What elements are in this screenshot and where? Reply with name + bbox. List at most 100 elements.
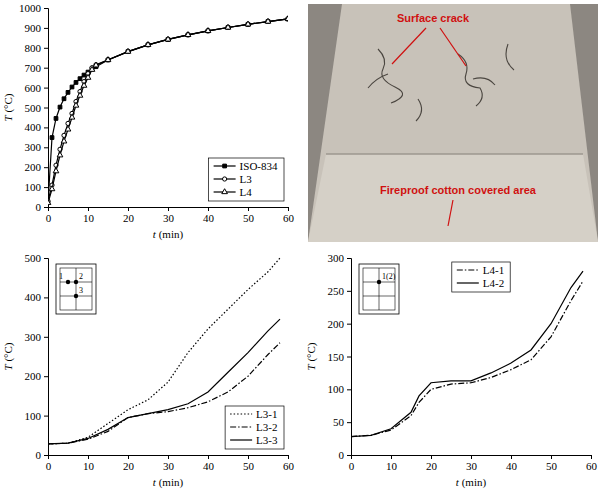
tick-label: 1000 — [19, 2, 42, 14]
legend: L3-1L3-2L3-3 — [225, 406, 284, 449]
tick: 0 — [46, 455, 52, 472]
tick-mark — [44, 147, 48, 148]
photo: Surface crackFireproof cotton covered ar… — [308, 4, 598, 242]
tick: 300 — [328, 252, 352, 264]
photo-crack — [416, 99, 422, 121]
marker — [53, 168, 59, 173]
legend: ISO-834L3L4 — [209, 158, 284, 201]
y-axis: 0100200300400500 — [25, 252, 49, 461]
legend-label: ISO-834 — [240, 160, 278, 172]
tick-mark — [347, 324, 351, 325]
tick: 500 — [25, 252, 49, 264]
tick: 300 — [25, 331, 49, 343]
legend-marker — [223, 177, 227, 181]
tick: 600 — [25, 82, 49, 94]
tick-label: 40 — [203, 460, 215, 472]
tick-mark — [44, 127, 48, 128]
tick-label: 300 — [25, 141, 42, 153]
tick-label: 60 — [283, 460, 295, 472]
inset-frame — [359, 264, 399, 314]
tick: 50 — [333, 416, 351, 428]
tick: 50 — [243, 455, 255, 472]
axis-line — [44, 9, 49, 208]
tick-label: 250 — [328, 285, 345, 297]
tick-mark — [471, 455, 472, 459]
tick-mark — [168, 455, 169, 459]
x-axis: 0102030405060 — [46, 455, 295, 472]
chart-panel: 01020304050600100200300400500t (min)T (°… — [2, 252, 295, 489]
tick-label: 400 — [25, 291, 42, 303]
tick: 1000 — [19, 2, 48, 14]
photo-label: Surface crack — [397, 12, 470, 24]
marker — [62, 97, 66, 101]
marker — [145, 42, 151, 47]
marker — [54, 117, 58, 121]
marker — [61, 138, 67, 143]
tick-mark — [391, 455, 392, 459]
tick-mark — [44, 258, 48, 259]
tick-mark — [128, 207, 129, 211]
tick-mark — [288, 207, 289, 211]
tick-mark — [44, 187, 48, 188]
tick-mark — [44, 48, 48, 49]
tick: 0 — [36, 449, 49, 461]
tick-label: 40 — [203, 212, 215, 224]
tick-mark — [44, 207, 48, 208]
tick-label: 30 — [163, 212, 175, 224]
marker — [74, 81, 78, 85]
tick-label: 30 — [466, 460, 478, 472]
tick: 100 — [25, 410, 49, 422]
tick-mark — [551, 455, 552, 459]
photo-crack — [473, 78, 495, 85]
marker — [105, 57, 111, 62]
y-axis: 050100150200250300 — [328, 252, 352, 461]
photo-crack — [506, 44, 514, 70]
tick-mark — [248, 207, 249, 211]
tick-label: 10 — [386, 460, 398, 472]
marker — [69, 114, 75, 119]
legend-box — [209, 158, 284, 201]
tick: 50 — [243, 207, 255, 224]
tick-label: 200 — [25, 161, 42, 173]
inset-point — [377, 280, 381, 284]
inset-label: 1 — [59, 272, 63, 281]
legend-label: L3-2 — [256, 421, 277, 433]
axis-line — [44, 259, 49, 456]
tick-mark — [44, 416, 48, 417]
photo-slab — [308, 4, 598, 242]
photo-arrow — [392, 28, 426, 64]
tick: 30 — [466, 455, 478, 472]
marker — [185, 32, 191, 37]
marker — [225, 24, 231, 29]
tick-mark — [44, 68, 48, 69]
tick-label: 600 — [25, 82, 42, 94]
tick: 20 — [426, 455, 438, 472]
tick: 60 — [283, 455, 295, 472]
inset-inner — [60, 268, 92, 310]
photo-edge — [326, 153, 583, 155]
legend-swatch — [230, 439, 252, 440]
tick-label: 400 — [25, 121, 42, 133]
marker — [90, 67, 94, 71]
tick: 400 — [25, 291, 49, 303]
tick-label: 50 — [243, 460, 255, 472]
tick: 0 — [46, 207, 52, 224]
marker — [65, 126, 71, 131]
plot-area — [351, 271, 583, 436]
tick: 40 — [203, 455, 215, 472]
chart-panel: 0102030405060010020030040050060070080090… — [2, 2, 295, 241]
tick: 100 — [328, 383, 352, 395]
legend-swatch — [457, 282, 479, 283]
tick-mark — [44, 337, 48, 338]
tick-label: 10 — [83, 460, 95, 472]
tick-label: 100 — [25, 410, 42, 422]
tick-label: 0 — [36, 201, 42, 213]
marker — [106, 58, 110, 62]
tick-label: 60 — [283, 212, 295, 224]
tick-label: 0 — [46, 212, 52, 224]
marker — [70, 85, 74, 89]
tick: 50 — [546, 455, 558, 472]
tick: 20 — [123, 207, 135, 224]
tick-label: 50 — [243, 212, 255, 224]
axis-line — [49, 456, 289, 460]
